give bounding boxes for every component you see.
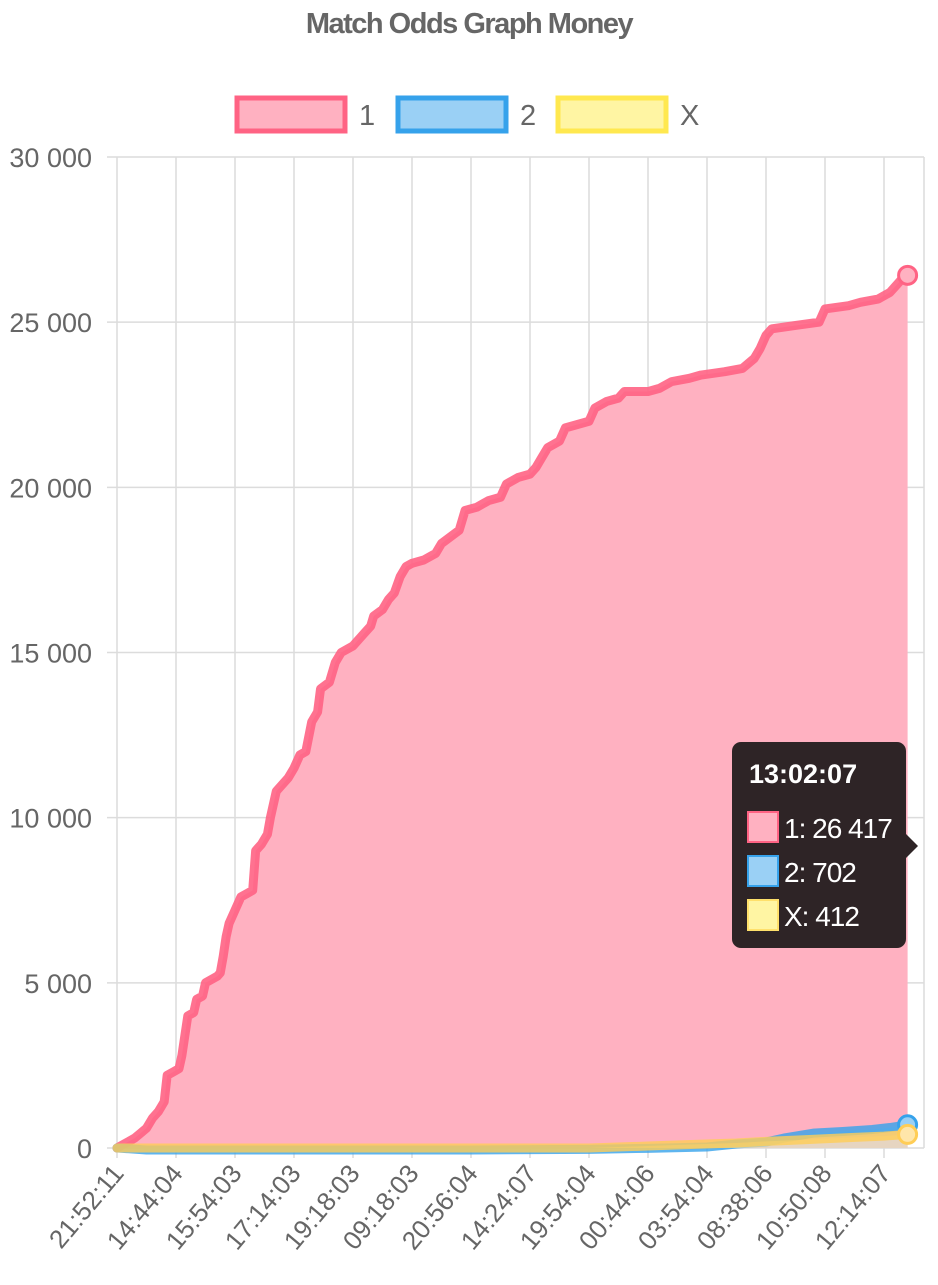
legend: 1 2 X — [234, 95, 699, 134]
tooltip-background — [732, 742, 906, 948]
legend-item-x-label[interactable]: X — [680, 100, 699, 132]
series-X-point[interactable] — [897, 1123, 919, 1145]
tooltip: 13:02:07 1: 26 417 2: 702 X: 412 — [732, 742, 918, 948]
y-tick-label: 30 000 — [9, 143, 92, 173]
y-tick-label: 10 000 — [9, 804, 92, 834]
legend-item-1-swatch[interactable] — [234, 95, 348, 134]
legend-item-1-label[interactable]: 1 — [359, 100, 375, 132]
tooltip-swatch — [747, 899, 779, 931]
series-1-area — [117, 275, 908, 1149]
tooltip-swatch — [747, 811, 779, 843]
series-1-point[interactable] — [897, 264, 919, 286]
legend-item-x-swatch[interactable] — [555, 95, 669, 134]
legend-item-2-label[interactable]: 2 — [520, 100, 536, 132]
y-tick-label: 15 000 — [9, 639, 92, 669]
y-tick-label: 20 000 — [9, 473, 92, 503]
legend-item-2-swatch[interactable] — [395, 95, 509, 134]
y-tick-label: 25 000 — [9, 308, 92, 338]
tooltip-title: 13:02:07 — [749, 759, 857, 789]
y-tick-label: 0 — [77, 1134, 92, 1164]
tooltip-caret — [906, 834, 918, 858]
tooltip-row-label: 1: 26 417 — [784, 813, 892, 844]
series-1-line[interactable] — [112, 270, 913, 1153]
tooltip-row-label: 2: 702 — [784, 857, 856, 888]
y-tick-label: 5 000 — [24, 969, 92, 999]
chart-title: Match Odds Graph Money — [305, 8, 634, 40]
tooltip-row-label: X: 412 — [784, 901, 859, 932]
series-X-line[interactable] — [112, 1129, 913, 1153]
tooltip-swatch — [747, 855, 779, 887]
